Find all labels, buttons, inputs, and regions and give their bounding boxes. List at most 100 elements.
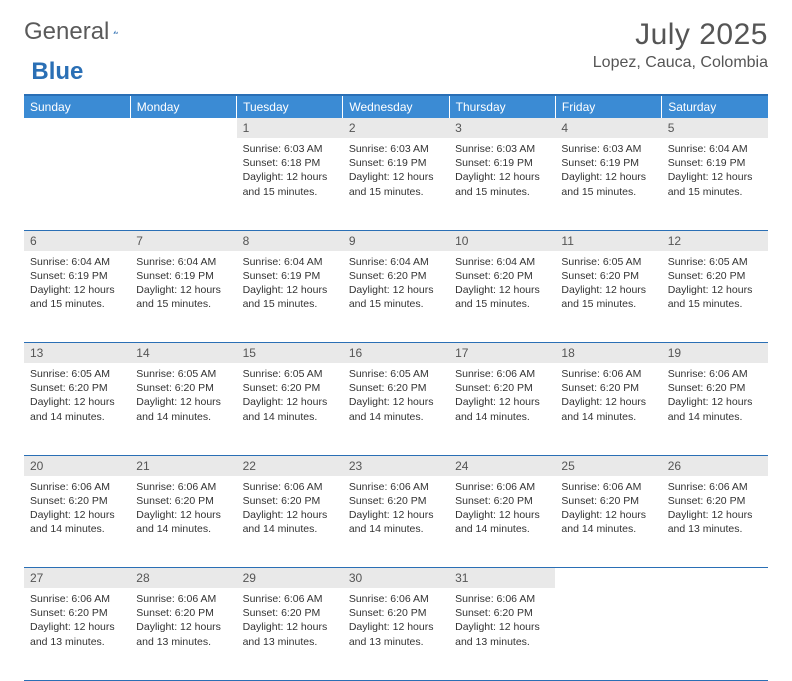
sunrise-text: Sunrise: 6:05 AM bbox=[136, 367, 230, 381]
day-cell: Sunrise: 6:06 AMSunset: 6:20 PMDaylight:… bbox=[237, 588, 343, 680]
day-cell: Sunrise: 6:03 AMSunset: 6:18 PMDaylight:… bbox=[237, 138, 343, 230]
day-number-cell: 1 bbox=[237, 118, 343, 138]
day-details: Sunrise: 6:06 AMSunset: 6:20 PMDaylight:… bbox=[662, 476, 768, 541]
day-cell: Sunrise: 6:05 AMSunset: 6:20 PMDaylight:… bbox=[662, 251, 768, 343]
day-details: Sunrise: 6:05 AMSunset: 6:20 PMDaylight:… bbox=[555, 251, 661, 316]
day-body-row: Sunrise: 6:06 AMSunset: 6:20 PMDaylight:… bbox=[24, 476, 768, 568]
day-number-cell bbox=[555, 568, 661, 589]
logo-text-1: General bbox=[24, 18, 109, 46]
daylight-text: Daylight: 12 hours and 15 minutes. bbox=[349, 170, 443, 198]
weekday-header: Friday bbox=[555, 95, 661, 118]
sunset-text: Sunset: 6:20 PM bbox=[30, 494, 124, 508]
sunset-text: Sunset: 6:20 PM bbox=[561, 494, 655, 508]
weekday-row: SundayMondayTuesdayWednesdayThursdayFrid… bbox=[24, 95, 768, 118]
day-body-row: Sunrise: 6:06 AMSunset: 6:20 PMDaylight:… bbox=[24, 588, 768, 680]
day-details: Sunrise: 6:06 AMSunset: 6:20 PMDaylight:… bbox=[343, 476, 449, 541]
day-number-cell: 7 bbox=[130, 230, 236, 251]
day-number-cell: 25 bbox=[555, 455, 661, 476]
day-details: Sunrise: 6:06 AMSunset: 6:20 PMDaylight:… bbox=[662, 363, 768, 428]
day-cell bbox=[24, 138, 130, 230]
day-details: Sunrise: 6:06 AMSunset: 6:20 PMDaylight:… bbox=[24, 588, 130, 653]
sunset-text: Sunset: 6:20 PM bbox=[455, 494, 549, 508]
day-details: Sunrise: 6:06 AMSunset: 6:20 PMDaylight:… bbox=[555, 476, 661, 541]
day-number-cell bbox=[24, 118, 130, 138]
sunset-text: Sunset: 6:19 PM bbox=[30, 269, 124, 283]
day-details: Sunrise: 6:06 AMSunset: 6:20 PMDaylight:… bbox=[237, 476, 343, 541]
sunrise-text: Sunrise: 6:06 AM bbox=[668, 367, 762, 381]
day-details: Sunrise: 6:06 AMSunset: 6:20 PMDaylight:… bbox=[449, 476, 555, 541]
day-cell: Sunrise: 6:06 AMSunset: 6:20 PMDaylight:… bbox=[237, 476, 343, 568]
sunset-text: Sunset: 6:20 PM bbox=[30, 381, 124, 395]
day-details: Sunrise: 6:05 AMSunset: 6:20 PMDaylight:… bbox=[237, 363, 343, 428]
day-number-cell bbox=[662, 568, 768, 589]
sunset-text: Sunset: 6:20 PM bbox=[349, 269, 443, 283]
day-number-cell: 11 bbox=[555, 230, 661, 251]
daylight-text: Daylight: 12 hours and 14 minutes. bbox=[30, 395, 124, 423]
day-number-cell: 5 bbox=[662, 118, 768, 138]
sunset-text: Sunset: 6:20 PM bbox=[455, 606, 549, 620]
sunrise-text: Sunrise: 6:05 AM bbox=[349, 367, 443, 381]
sunrise-text: Sunrise: 6:03 AM bbox=[561, 142, 655, 156]
daylight-text: Daylight: 12 hours and 14 minutes. bbox=[349, 508, 443, 536]
daylight-text: Daylight: 12 hours and 15 minutes. bbox=[455, 283, 549, 311]
day-cell: Sunrise: 6:06 AMSunset: 6:20 PMDaylight:… bbox=[449, 476, 555, 568]
sunrise-text: Sunrise: 6:06 AM bbox=[243, 592, 337, 606]
day-number-cell: 26 bbox=[662, 455, 768, 476]
sunset-text: Sunset: 6:20 PM bbox=[349, 494, 443, 508]
weekday-header: Thursday bbox=[449, 95, 555, 118]
day-cell: Sunrise: 6:04 AMSunset: 6:20 PMDaylight:… bbox=[449, 251, 555, 343]
day-number-cell: 17 bbox=[449, 343, 555, 364]
day-details: Sunrise: 6:03 AMSunset: 6:19 PMDaylight:… bbox=[555, 138, 661, 203]
daylight-text: Daylight: 12 hours and 13 minutes. bbox=[349, 620, 443, 648]
day-number-cell bbox=[130, 118, 236, 138]
day-cell: Sunrise: 6:06 AMSunset: 6:20 PMDaylight:… bbox=[662, 363, 768, 455]
sunrise-text: Sunrise: 6:06 AM bbox=[30, 480, 124, 494]
day-details: Sunrise: 6:03 AMSunset: 6:19 PMDaylight:… bbox=[343, 138, 449, 203]
sunrise-text: Sunrise: 6:03 AM bbox=[455, 142, 549, 156]
sunrise-text: Sunrise: 6:04 AM bbox=[455, 255, 549, 269]
day-details: Sunrise: 6:03 AMSunset: 6:19 PMDaylight:… bbox=[449, 138, 555, 203]
sunrise-text: Sunrise: 6:06 AM bbox=[455, 480, 549, 494]
sunset-text: Sunset: 6:20 PM bbox=[455, 269, 549, 283]
daylight-text: Daylight: 12 hours and 14 minutes. bbox=[243, 508, 337, 536]
calendar-head: SundayMondayTuesdayWednesdayThursdayFrid… bbox=[24, 95, 768, 118]
sunset-text: Sunset: 6:20 PM bbox=[561, 381, 655, 395]
day-cell: Sunrise: 6:06 AMSunset: 6:20 PMDaylight:… bbox=[555, 476, 661, 568]
sunset-text: Sunset: 6:19 PM bbox=[561, 156, 655, 170]
day-number-cell: 4 bbox=[555, 118, 661, 138]
day-number-cell: 2 bbox=[343, 118, 449, 138]
day-number-cell: 28 bbox=[130, 568, 236, 589]
sunset-text: Sunset: 6:19 PM bbox=[349, 156, 443, 170]
day-number-cell: 27 bbox=[24, 568, 130, 589]
day-details: Sunrise: 6:04 AMSunset: 6:19 PMDaylight:… bbox=[24, 251, 130, 316]
sunrise-text: Sunrise: 6:06 AM bbox=[30, 592, 124, 606]
sunset-text: Sunset: 6:20 PM bbox=[136, 606, 230, 620]
daylight-text: Daylight: 12 hours and 13 minutes. bbox=[668, 508, 762, 536]
day-cell: Sunrise: 6:06 AMSunset: 6:20 PMDaylight:… bbox=[24, 476, 130, 568]
day-number-cell: 3 bbox=[449, 118, 555, 138]
day-number-cell: 20 bbox=[24, 455, 130, 476]
sunset-text: Sunset: 6:20 PM bbox=[349, 606, 443, 620]
day-body-row: Sunrise: 6:03 AMSunset: 6:18 PMDaylight:… bbox=[24, 138, 768, 230]
daylight-text: Daylight: 12 hours and 15 minutes. bbox=[30, 283, 124, 311]
sunset-text: Sunset: 6:19 PM bbox=[455, 156, 549, 170]
daylight-text: Daylight: 12 hours and 14 minutes. bbox=[349, 395, 443, 423]
sunset-text: Sunset: 6:20 PM bbox=[561, 269, 655, 283]
day-cell: Sunrise: 6:05 AMSunset: 6:20 PMDaylight:… bbox=[130, 363, 236, 455]
sunrise-text: Sunrise: 6:03 AM bbox=[243, 142, 337, 156]
logo-text-2: Blue bbox=[31, 58, 83, 86]
weekday-header: Monday bbox=[130, 95, 236, 118]
daylight-text: Daylight: 12 hours and 15 minutes. bbox=[349, 283, 443, 311]
day-number-cell: 15 bbox=[237, 343, 343, 364]
day-number-row: 13141516171819 bbox=[24, 343, 768, 364]
sunrise-text: Sunrise: 6:05 AM bbox=[561, 255, 655, 269]
sunset-text: Sunset: 6:20 PM bbox=[30, 606, 124, 620]
day-cell: Sunrise: 6:04 AMSunset: 6:19 PMDaylight:… bbox=[24, 251, 130, 343]
day-cell: Sunrise: 6:03 AMSunset: 6:19 PMDaylight:… bbox=[555, 138, 661, 230]
day-cell: Sunrise: 6:03 AMSunset: 6:19 PMDaylight:… bbox=[343, 138, 449, 230]
daylight-text: Daylight: 12 hours and 15 minutes. bbox=[243, 283, 337, 311]
day-details: Sunrise: 6:04 AMSunset: 6:20 PMDaylight:… bbox=[449, 251, 555, 316]
day-details: Sunrise: 6:05 AMSunset: 6:20 PMDaylight:… bbox=[130, 363, 236, 428]
day-details: Sunrise: 6:05 AMSunset: 6:20 PMDaylight:… bbox=[343, 363, 449, 428]
day-number-cell: 8 bbox=[237, 230, 343, 251]
